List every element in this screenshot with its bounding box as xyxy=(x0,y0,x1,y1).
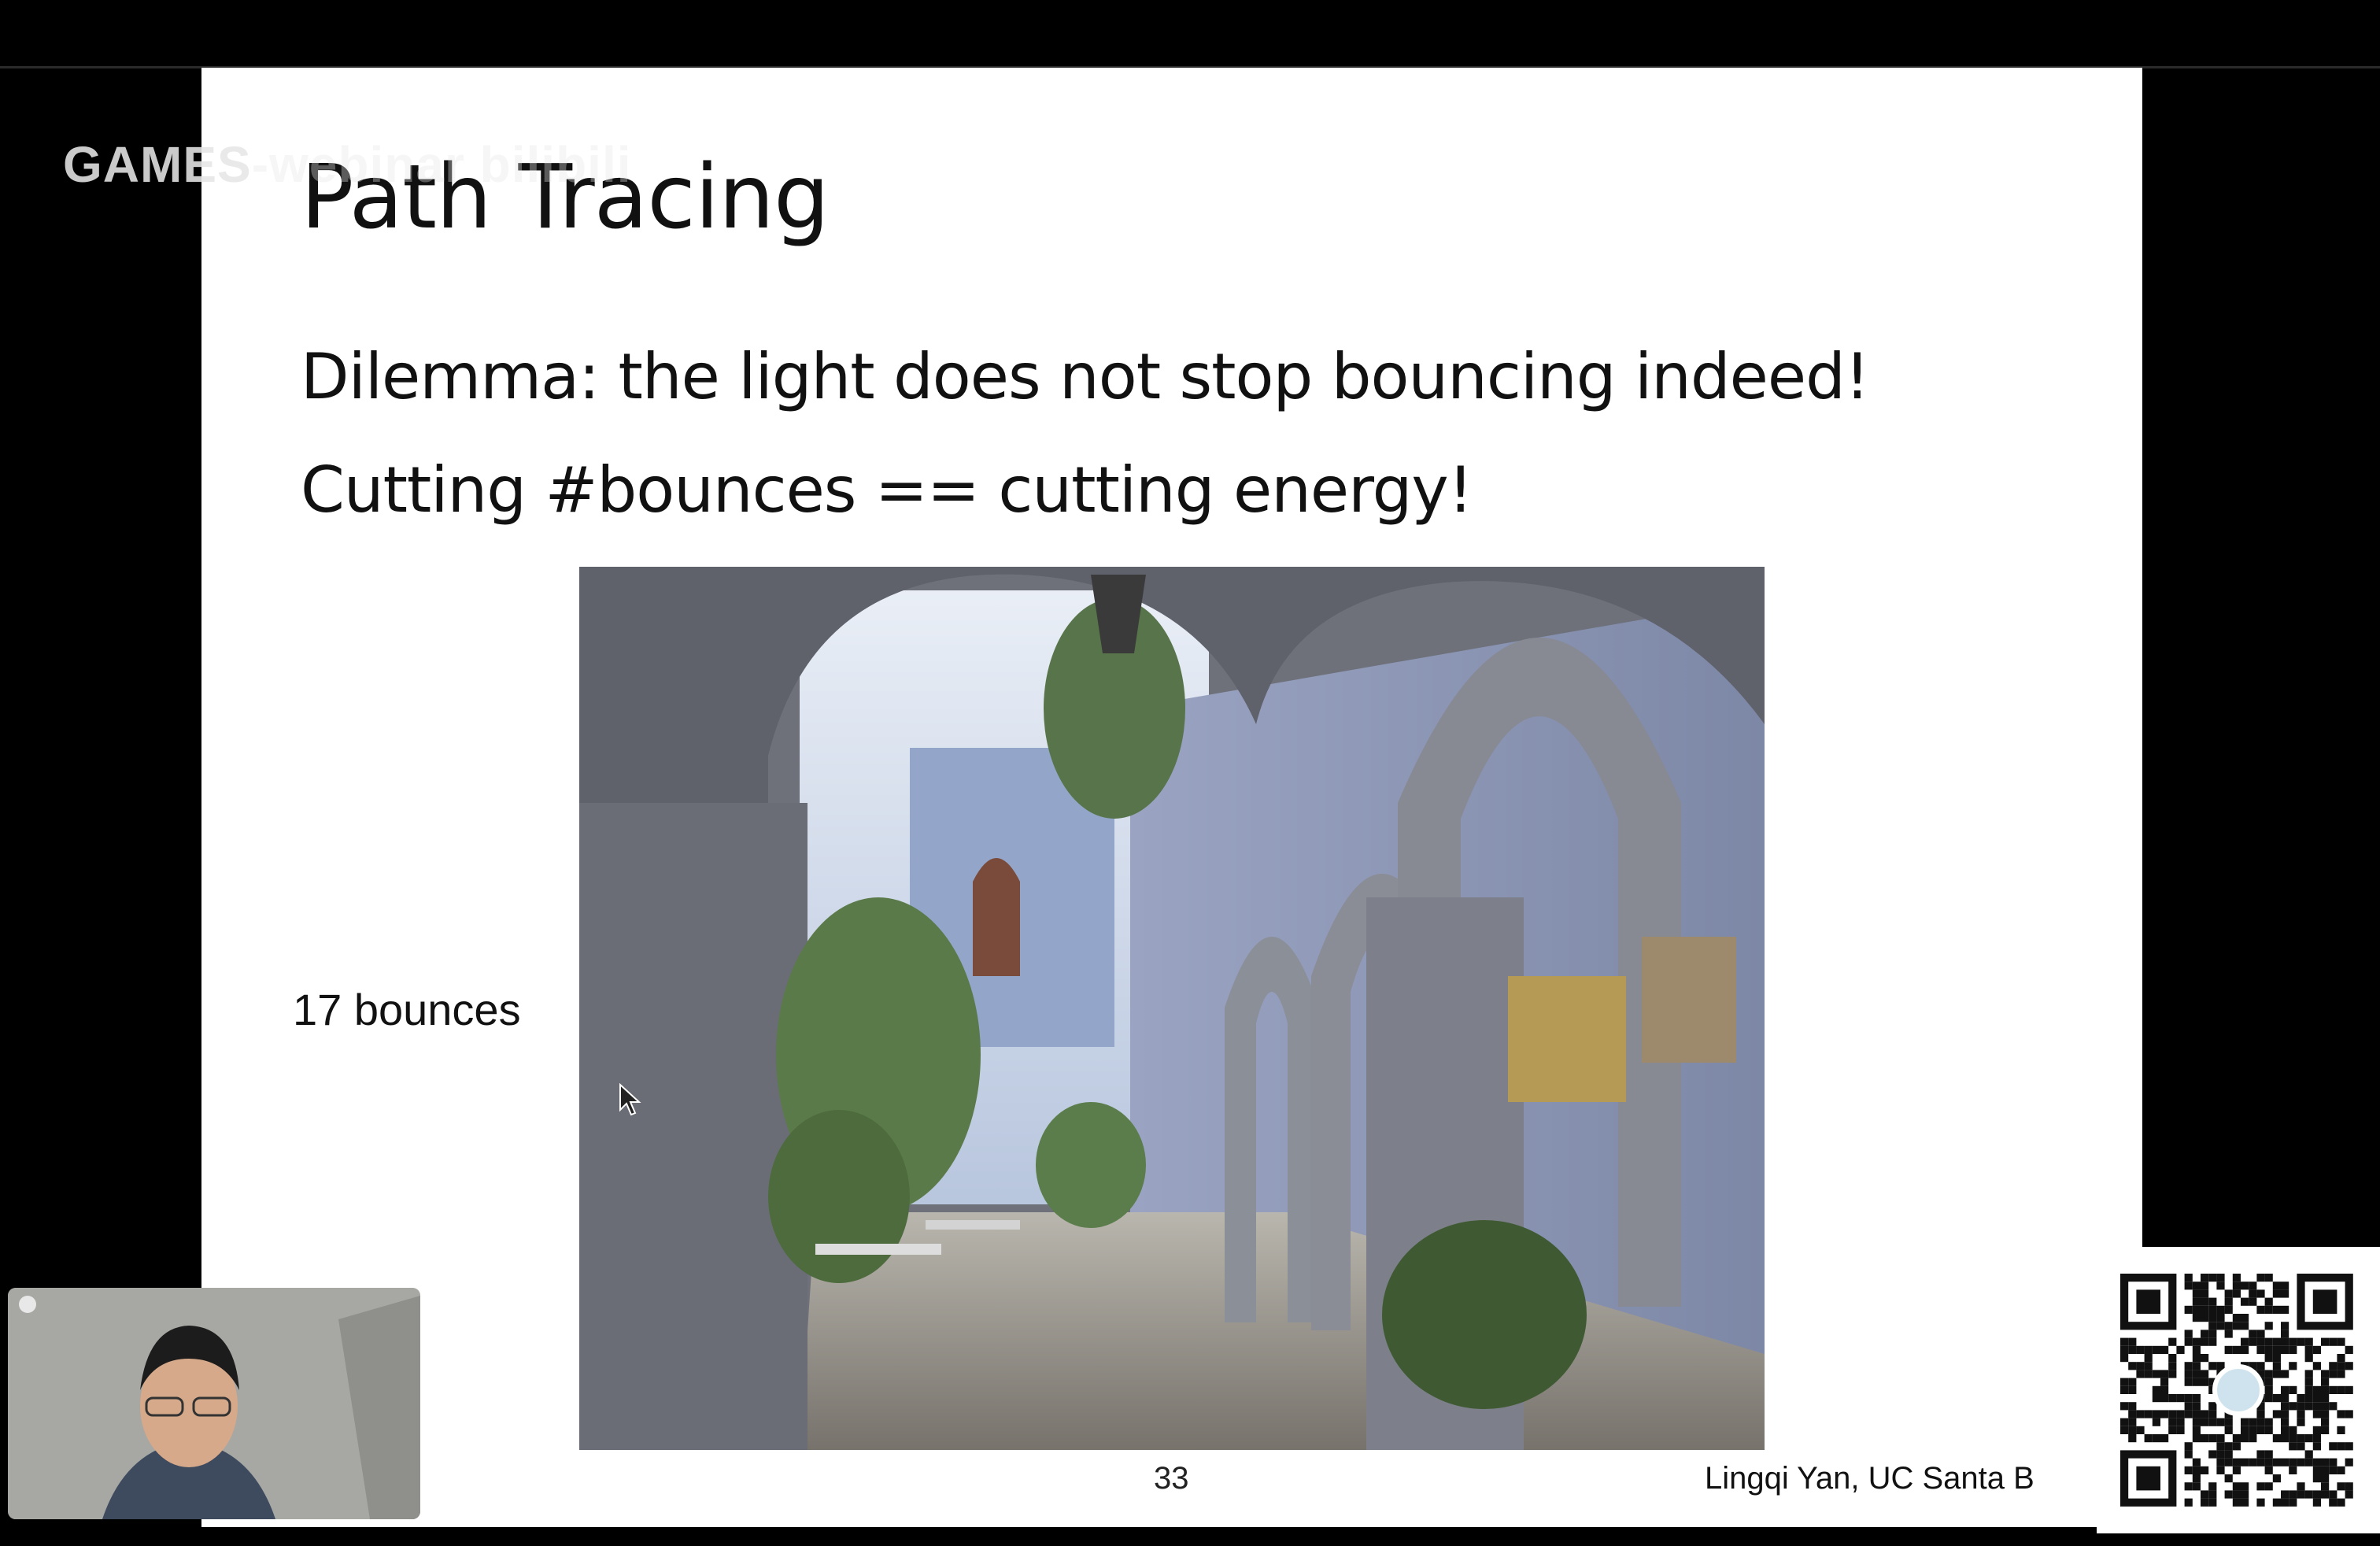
record-dot-icon xyxy=(19,1296,36,1313)
slide-credit: Lingqi Yan, UC Santa Barbara xyxy=(1705,1461,2035,1496)
watermark-bilibili: -webinar bilibili xyxy=(251,136,632,193)
slide-title: Path Tracing xyxy=(301,146,830,249)
presenter-webcam[interactable] xyxy=(8,1288,420,1519)
mouse-pointer-icon xyxy=(619,1082,642,1120)
bounce-count-label: 17 bounces xyxy=(293,985,521,1034)
slide: Path Tracing Dilemma: the light does not… xyxy=(201,68,2142,1527)
bullet-cutting-bounces: Cutting #bounces == cutting energy! xyxy=(301,453,1473,527)
qr-code-icon[interactable] xyxy=(2097,1247,2380,1533)
bullet-dilemma: Dilemma: the light does not stop bouncin… xyxy=(301,340,1870,413)
slide-page-number: 33 xyxy=(1154,1461,1189,1496)
channel-watermark: GAMES-webinar bilibili xyxy=(63,135,632,194)
rendered-courtyard-image xyxy=(579,567,1765,1450)
top-divider xyxy=(0,66,2380,68)
watermark-games: GAMES xyxy=(63,136,252,193)
